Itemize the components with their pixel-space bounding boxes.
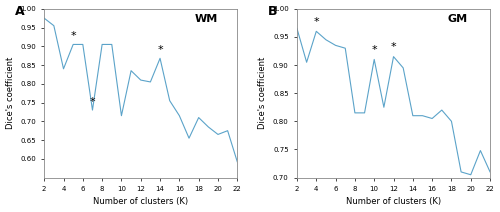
Text: GM: GM bbox=[448, 14, 468, 24]
Text: B: B bbox=[268, 6, 278, 18]
Text: *: * bbox=[372, 45, 377, 55]
Text: *: * bbox=[70, 31, 76, 41]
Y-axis label: Dice's coefficient: Dice's coefficient bbox=[258, 57, 268, 129]
Text: *: * bbox=[157, 45, 163, 55]
Text: A: A bbox=[15, 6, 25, 18]
Text: WM: WM bbox=[195, 14, 218, 24]
X-axis label: Number of clusters (K): Number of clusters (K) bbox=[346, 197, 441, 206]
Y-axis label: Dice's coefficient: Dice's coefficient bbox=[6, 57, 15, 129]
Text: *: * bbox=[390, 42, 396, 52]
Text: *: * bbox=[314, 17, 319, 27]
X-axis label: Number of clusters (K): Number of clusters (K) bbox=[93, 197, 188, 206]
Text: *: * bbox=[90, 97, 96, 107]
